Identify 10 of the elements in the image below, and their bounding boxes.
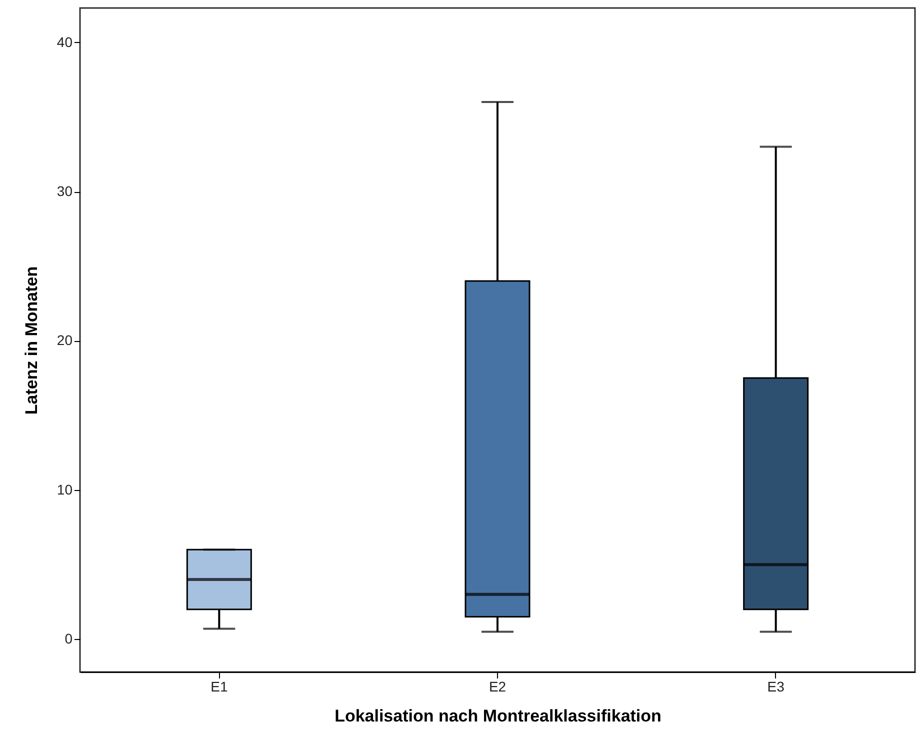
x-tick-label: E1 <box>210 678 228 694</box>
y-tick-label: 10 <box>56 481 73 498</box>
y-axis-title: Latenz in Monaten <box>22 266 41 415</box>
y-tick-label: 20 <box>56 332 73 348</box>
y-tick-label: 0 <box>64 630 73 647</box>
x-tick-label: E2 <box>488 678 506 694</box>
x-axis-title: Lokalisation nach Montrealklassifikation <box>334 706 662 726</box>
y-tick-label: 40 <box>56 34 73 50</box>
y-tick-label: 30 <box>56 183 73 200</box>
x-tick-label: E3 <box>767 678 785 694</box>
